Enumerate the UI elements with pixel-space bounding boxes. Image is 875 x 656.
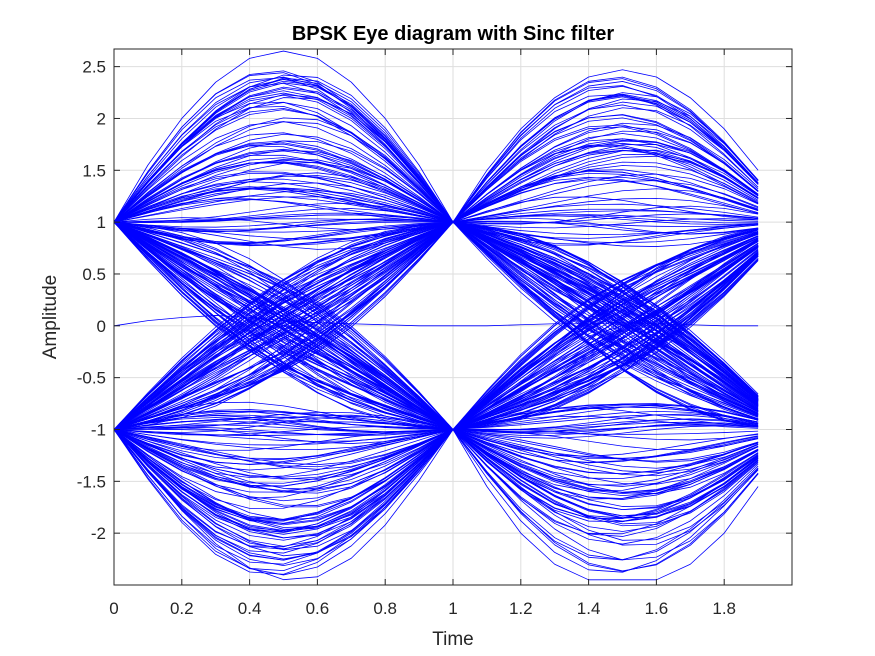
eye-trace [113,221,759,430]
eye-trace [113,429,759,561]
eye-trace [113,76,759,427]
eye-trace [113,132,759,401]
x-tick-label: 1.2 [509,599,533,618]
y-tick-label: 1.5 [82,161,106,180]
eye-trace [113,315,759,327]
eye-trace [113,255,759,444]
x-axis-label: Time [432,629,474,650]
x-tick-label: 0.2 [170,599,194,618]
eye-trace [113,221,759,430]
eye-trace [113,221,759,430]
eye-trace [113,221,759,519]
eye-trace [113,102,759,409]
y-tick-label: -1.5 [77,472,106,491]
eye-trace [113,421,759,524]
ticks [113,49,792,585]
y-tick-label: 0.5 [82,265,106,284]
chart-title: BPSK Eye diagram with Sinc filter [292,23,615,45]
eye-trace [113,221,759,430]
eye-trace [113,175,759,413]
x-tick-label: 0.4 [238,599,262,618]
eye-trace [113,221,759,430]
eye-trace [113,50,759,223]
eye-trace [113,117,759,223]
eye-trace [113,429,759,511]
eye-trace [113,221,759,430]
eye-trace [113,148,759,224]
eye-trace [113,78,759,395]
eye-trace [113,403,759,430]
eye-trace [113,410,759,547]
eye-trace [113,429,759,522]
eye-trace [113,221,759,430]
eye-trace [113,237,759,561]
y-tick-label: 1 [97,213,106,232]
x-tick-label: 0.6 [306,599,330,618]
eye-trace [113,182,759,401]
x-tick-label: 0.8 [373,599,397,618]
y-tick-label: -0.5 [77,369,106,388]
eye-trace [113,145,759,430]
eye-trace [113,221,759,430]
eye-trace [113,196,759,405]
eye-trace [113,221,759,430]
x-tick-label: 1.6 [645,599,669,618]
eye-trace [113,74,759,223]
eye-trace [113,221,759,430]
eye-trace [113,426,759,527]
eye-trace [113,221,759,430]
y-tick-label: 2.5 [82,58,106,77]
eye-trace [113,429,759,502]
eye-trace [113,107,759,223]
eye-trace [113,221,759,430]
eye-trace [113,77,759,223]
eye-trace [113,159,759,223]
eye-trace [113,121,759,425]
x-tick-label: 1 [448,599,457,618]
eye-trace [113,212,759,235]
eye-trace [113,429,759,581]
eye-trace [113,221,759,430]
eye-trace [113,221,759,430]
x-tick-label: 1.4 [577,599,601,618]
eye-trace [113,229,759,581]
eye-trace [113,221,759,430]
eye-trace [113,221,759,430]
eye-trace [113,221,759,430]
eye-trace [113,124,759,223]
eye-trace [113,221,759,430]
eye-trace [113,227,759,430]
eye-trace [113,218,759,416]
eye-trace [113,231,759,471]
eye-trace [113,104,759,223]
traces [113,50,759,581]
x-tick-label: 1.8 [712,599,736,618]
eye-trace [113,221,759,430]
eye-trace [113,169,759,430]
eye-trace [113,221,759,430]
eye-trace [113,245,759,433]
eye-trace [113,240,759,525]
eye-trace [113,96,759,223]
eye-trace [113,221,759,430]
y-tick-label: -1 [91,420,106,439]
eye-trace [113,221,759,430]
eye-trace [113,429,759,533]
y-tick-label: 2 [97,109,106,128]
eye-trace [113,221,759,462]
x-tick-label: 0 [109,599,118,618]
y-tick-label: 0 [97,317,106,336]
eye-trace [113,144,759,223]
eye-trace [113,423,759,521]
eye-trace [113,429,759,576]
y-tick-label: -2 [91,524,106,543]
eye-trace [113,429,759,522]
tick-labels: 0 0.2 0.4 0.6 0.8 1 1.2 1.4 1.6 1.8 2.5 2 1.5 1 0.5 0 -0… [77,58,736,618]
eye-trace [113,161,759,223]
eye-trace [113,221,759,411]
eye-trace [113,175,759,397]
y-axis-label: Amplitude [40,275,61,360]
